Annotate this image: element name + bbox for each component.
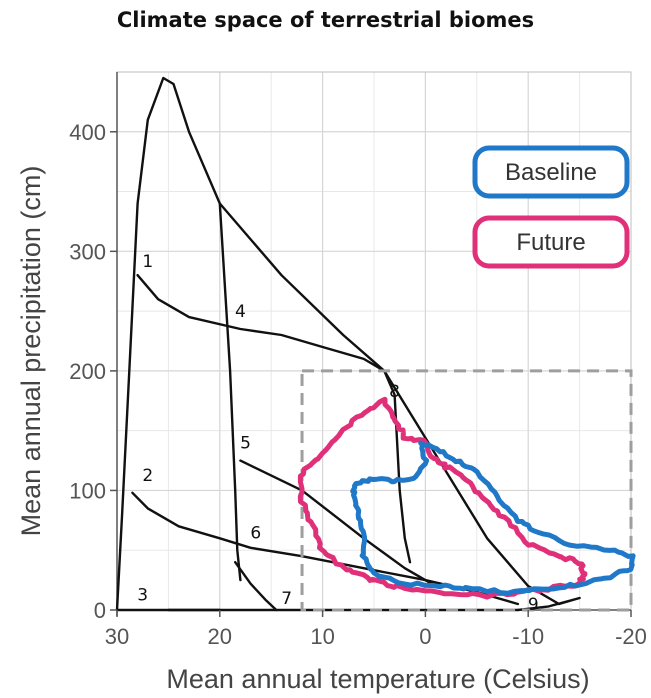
biome-number-label: 1 (142, 252, 153, 272)
biome-number-label: 9 (528, 595, 539, 615)
biome-number-label: 4 (235, 302, 246, 322)
x-tick-label: 0 (419, 624, 431, 649)
biome-number-labels: 1 2 3 4 5 6 7 8 9 (137, 252, 538, 615)
biome-line-7 (234, 561, 278, 612)
biome-number-label: 6 (250, 523, 261, 543)
y-tick-label: 100 (69, 478, 106, 503)
biome-number-label: 2 (142, 466, 153, 486)
biome-line-4 (218, 202, 242, 582)
x-tick-label: -10 (512, 624, 544, 649)
future-envelope (297, 396, 588, 600)
biome-number-label: 8 (389, 382, 400, 402)
biome-line-8 (383, 369, 412, 564)
legend: Baseline Future (472, 145, 630, 269)
grid (117, 72, 631, 610)
x-tick-label: 10 (310, 624, 334, 649)
y-tick-label: 200 (69, 359, 106, 384)
x-axis-label: Mean annual temperature (Celsius) (166, 664, 589, 694)
legend-label: Baseline (505, 159, 597, 186)
legend-label: Future (516, 229, 585, 256)
baseline-envelope (350, 440, 636, 596)
legend-box-baseline (472, 145, 630, 199)
biome-number-label: 3 (137, 585, 148, 605)
climate-envelopes (297, 396, 636, 600)
y-axis-label: Mean annual precipitation (cm) (16, 166, 46, 537)
x-tick-label: 30 (105, 624, 129, 649)
y-tick-label: 400 (69, 120, 106, 145)
legend-box-future (472, 215, 630, 269)
y-tick-label: 300 (69, 239, 106, 264)
chart-title: Climate space of terrestrial biomes (116, 8, 535, 32)
biome-outer-boundary (115, 76, 581, 612)
biome-line-1 (136, 274, 386, 373)
biome-number-label: 7 (281, 589, 292, 609)
x-tick-label: -20 (615, 624, 647, 649)
x-tick-label: 20 (208, 624, 232, 649)
y-tick-label: 0 (94, 598, 106, 623)
biome-number-label: 5 (240, 434, 251, 454)
